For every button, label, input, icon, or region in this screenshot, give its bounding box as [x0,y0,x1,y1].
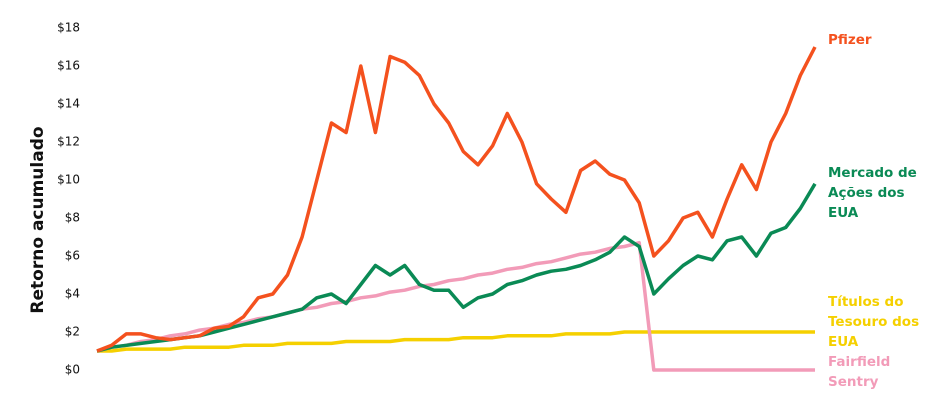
series-line [96,46,817,353]
y-tick-label: $4 [65,287,80,301]
y-tick-label: $18 [57,21,80,35]
y-axis-label: Retorno acumulado [28,126,48,313]
y-tick-label: $12 [57,135,80,149]
series-label: Títulos do Tesouro dos EUA [828,294,920,350]
y-tick-label: $8 [65,211,80,225]
series-line [96,240,815,372]
y-tick-label: $2 [65,325,80,339]
y-tick-label: $6 [65,249,80,263]
y-tick-label: $14 [57,97,80,111]
series-label: Fairfield Sentry [828,354,891,390]
series-line [96,182,817,353]
series-label: Pfizer [828,32,872,48]
y-tick-label: $10 [57,173,80,187]
series-label: Mercado de Ações dos EUA [828,165,917,221]
series-line [97,330,815,353]
y-tick-label: $16 [57,59,80,73]
y-tick-label: $0 [65,363,80,377]
